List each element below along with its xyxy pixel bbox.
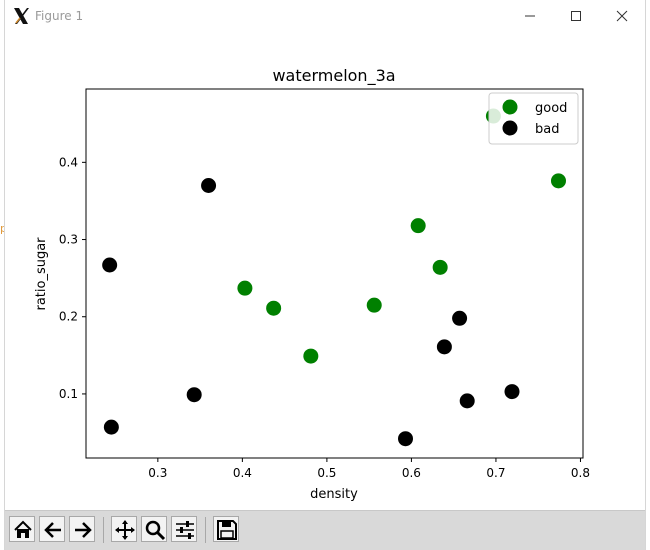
arrow-left-icon [44,522,61,538]
x-tick-label: 0.4 [233,466,252,480]
data-point-good [303,348,319,364]
data-point-bad [103,419,119,435]
data-point-bad [102,257,118,273]
home-button[interactable] [9,516,35,542]
window-title: Figure 1 [35,9,84,23]
x-tick-label: 0.7 [486,466,505,480]
x-axis-label: density [310,487,358,502]
data-point-good [550,173,566,189]
scatter-chart: watermelon_3a 0.3 0.4 0.5 0.6 0.7 0.8 0.10.20… [34,66,590,502]
data-point-bad [398,431,413,447]
chart-title: watermelon_3a [272,66,395,86]
y-tick-label: 0.2 [59,310,78,324]
navigation-toolbar [5,510,645,550]
x-tick-label: 0.3 [148,466,167,480]
data-point-bad [504,384,520,400]
data-point-bad [436,339,452,355]
toolbar-separator [205,517,206,543]
sliders-icon [176,521,194,539]
y-tick-label: 0.1 [59,387,78,401]
x-logo-icon [14,8,29,24]
plot-canvas[interactable]: watermelon_3a 0.3 0.4 0.5 0.6 0.7 0.8 0.1 0.2 0… [5,32,645,510]
x-axis-ticks: 0.3 0.4 0.5 0.6 0.7 0.8 [148,458,590,480]
toolbar-separator [103,517,104,543]
data-point-good [266,300,282,316]
legend-label-good: good [535,101,567,116]
data-point-bad [186,387,202,403]
data-point-bad [452,310,468,326]
legend-marker-bad [502,120,518,136]
back-button[interactable] [39,516,65,542]
forward-button[interactable] [69,516,95,542]
minimize-icon [525,15,535,17]
pan-button[interactable] [111,516,137,542]
axes-frame [85,88,584,459]
background-window-glyph: p [0,222,7,235]
y-axis-label: ratio_sugar [34,237,49,311]
data-points [102,108,566,447]
data-point-good [237,280,253,296]
close-icon [616,10,628,22]
close-button[interactable] [599,0,645,32]
minimize-button[interactable] [507,0,553,32]
x-tick-label: 0.8 [571,466,590,480]
data-point-good [410,218,426,234]
arrow-right-icon [75,522,92,538]
title-bar[interactable]: Figure 1 [5,0,645,32]
save-icon [217,520,237,540]
x-tick-label: 0.5 [317,466,336,480]
legend-marker-good [502,99,518,115]
y-tick-label: 0.4 [59,155,78,169]
maximize-button[interactable] [553,0,599,32]
home-icon [14,520,32,538]
save-button[interactable] [213,516,239,542]
data-point-good [366,297,382,313]
data-point-good [432,259,448,275]
data-point-bad [459,393,475,409]
data-point-bad [201,177,217,193]
move-icon [115,520,135,540]
legend: good bad [488,92,579,145]
figure-window: Figure 1 watermelon_3a 0.3 0.4 0.5 0.6 0.7 0.… [5,0,645,550]
x-tick-label: 0.6 [402,466,421,480]
legend-label-bad: bad [535,122,559,137]
maximize-icon [571,11,581,21]
configure-subplots-button[interactable] [171,516,197,542]
zoom-icon [145,520,166,541]
zoom-button[interactable] [141,516,167,542]
y-axis-ticks: 0.1 0.2 0.3 0.4 [59,155,86,401]
y-tick-label: 0.3 [59,233,78,247]
